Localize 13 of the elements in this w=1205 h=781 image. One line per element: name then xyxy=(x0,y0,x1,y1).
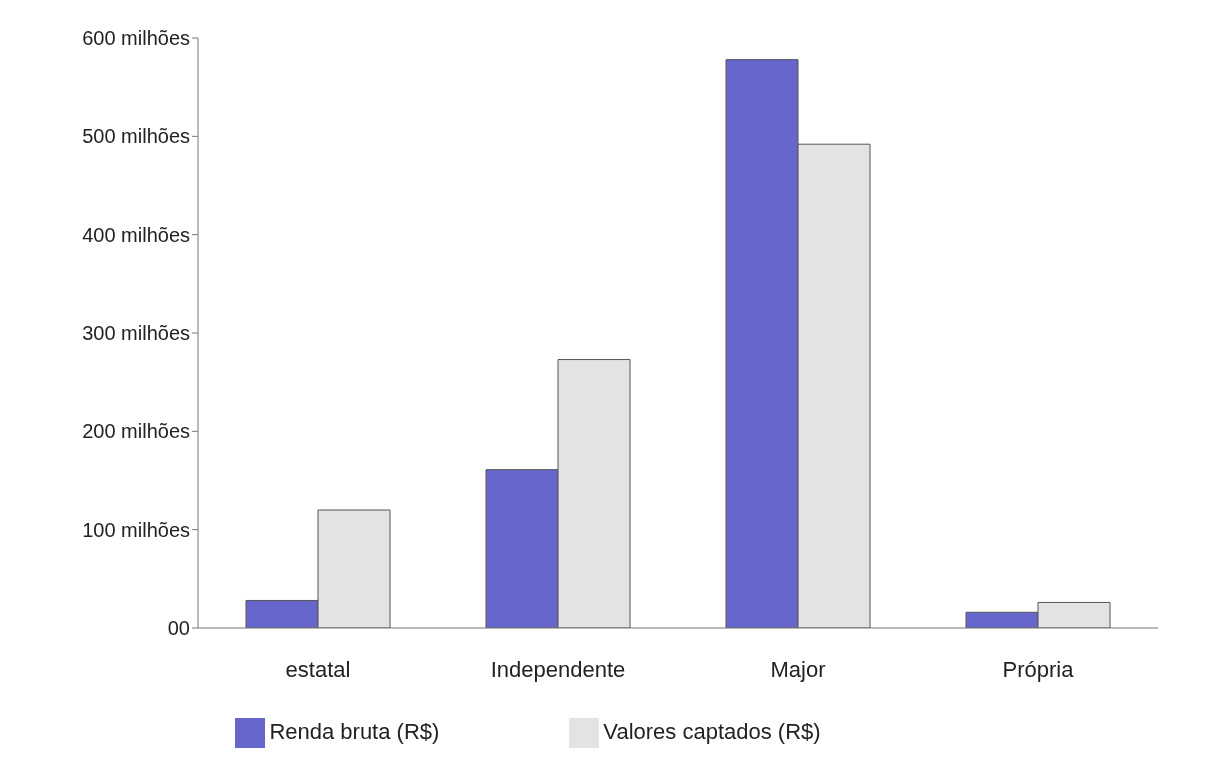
y-tick-label: 00 xyxy=(167,617,190,640)
y-tick-label: 300 milhões xyxy=(82,322,190,345)
legend-label: Valores captados (R$) xyxy=(603,718,821,744)
legend-label: Renda bruta (R$) xyxy=(269,718,440,744)
x-tick-label: Independente xyxy=(490,656,626,682)
y-tick-label: 200 milhões xyxy=(82,420,190,443)
x-tick-label: estatal xyxy=(285,656,351,682)
x-tick-label: Própria xyxy=(1002,656,1075,682)
y-tick-label: 500 milhões xyxy=(82,125,190,148)
y-tick-label: 100 milhões xyxy=(82,518,190,541)
y-tick-label: 600 milhões xyxy=(82,27,190,50)
x-tick-label: Major xyxy=(770,656,826,682)
y-tick-label: 400 milhões xyxy=(82,223,190,246)
